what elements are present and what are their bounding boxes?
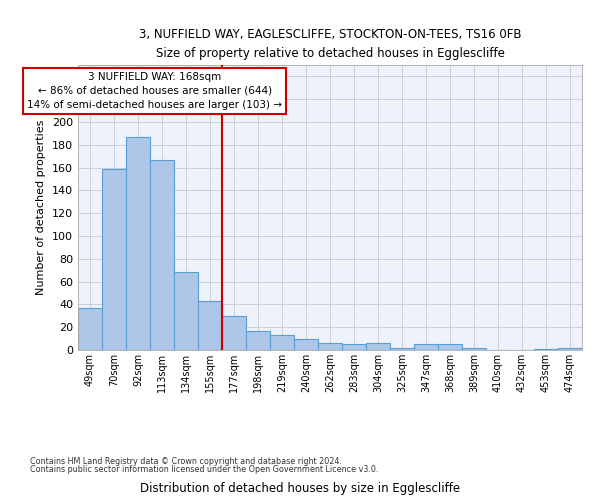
Bar bbox=[222, 316, 246, 350]
Bar bbox=[102, 168, 126, 350]
Bar bbox=[534, 349, 558, 350]
Bar bbox=[78, 308, 102, 350]
Text: Contains public sector information licensed under the Open Government Licence v3: Contains public sector information licen… bbox=[30, 465, 379, 474]
Bar bbox=[558, 348, 582, 350]
Text: 3 NUFFIELD WAY: 168sqm
← 86% of detached houses are smaller (644)
14% of semi-de: 3 NUFFIELD WAY: 168sqm ← 86% of detached… bbox=[28, 72, 283, 110]
Bar bbox=[366, 343, 390, 350]
Text: Distribution of detached houses by size in Egglescliffe: Distribution of detached houses by size … bbox=[140, 482, 460, 495]
Bar bbox=[390, 348, 414, 350]
Bar bbox=[318, 343, 342, 350]
Text: Contains HM Land Registry data © Crown copyright and database right 2024.: Contains HM Land Registry data © Crown c… bbox=[30, 457, 342, 466]
Bar bbox=[438, 344, 462, 350]
Bar bbox=[462, 348, 486, 350]
Title: 3, NUFFIELD WAY, EAGLESCLIFFE, STOCKTON-ON-TEES, TS16 0FB
Size of property relat: 3, NUFFIELD WAY, EAGLESCLIFFE, STOCKTON-… bbox=[139, 28, 521, 60]
Bar bbox=[198, 301, 222, 350]
Bar bbox=[294, 338, 318, 350]
Y-axis label: Number of detached properties: Number of detached properties bbox=[37, 120, 46, 295]
Bar bbox=[342, 344, 366, 350]
Bar bbox=[150, 160, 174, 350]
Bar bbox=[174, 272, 198, 350]
Bar bbox=[246, 330, 270, 350]
Bar bbox=[126, 137, 150, 350]
Bar bbox=[414, 344, 438, 350]
Bar bbox=[270, 335, 294, 350]
